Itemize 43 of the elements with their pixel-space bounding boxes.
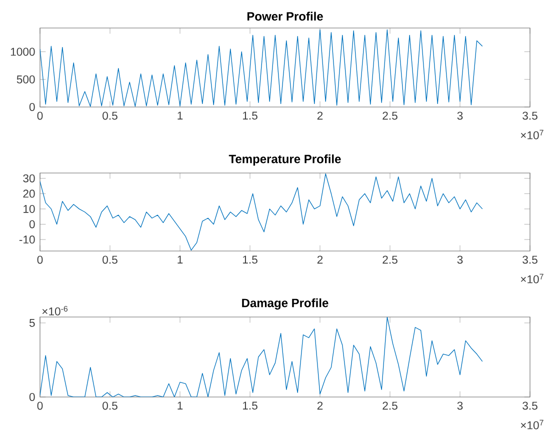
chart-title: Temperature Profile xyxy=(228,154,341,166)
chart-title: Power Profile xyxy=(247,12,323,21)
y-tick-label: 20 xyxy=(23,190,35,198)
x-tick-label: 0 xyxy=(37,256,43,264)
x-tick-label: 3.5 xyxy=(522,112,538,120)
x-tick-label: 0 xyxy=(37,112,43,120)
y-tick-label: 30 xyxy=(23,174,35,182)
x-tick-label: 2.5 xyxy=(382,402,398,410)
y-tick-label: 0 xyxy=(29,220,35,228)
line-series xyxy=(40,29,483,107)
x-tick-label: 1.5 xyxy=(242,402,258,410)
text: ×10$^{-6}$ xyxy=(42,306,68,316)
text: ×10$^{7}$ xyxy=(520,420,544,430)
text: ×10$^{7}$ xyxy=(520,130,544,140)
x-tick-label: 3 xyxy=(457,256,463,264)
x-tick-label: 1 xyxy=(178,112,183,120)
x-tick-label: 1.5 xyxy=(242,112,258,120)
x-tick-label: 1.5 xyxy=(242,256,258,264)
x-tick-label: 1 xyxy=(178,402,183,410)
y-tick-label: -10 xyxy=(19,236,35,244)
x-tick-label: 0.5 xyxy=(102,112,118,120)
y-tick-label: 500 xyxy=(16,75,35,84)
y-tick-label: 0 xyxy=(29,102,35,112)
x-tick-label: 3.5 xyxy=(522,402,538,410)
x-tick-label: 2 xyxy=(317,256,323,264)
x-tick-label: 2 xyxy=(317,402,323,410)
y-tick-label: 0 xyxy=(29,392,35,402)
x-tick-label: 3 xyxy=(457,112,463,120)
line-series xyxy=(40,173,483,251)
x-tick-label: 3.5 xyxy=(522,256,538,264)
x-tick-label: 2 xyxy=(317,112,323,120)
y-tick-label: 10 xyxy=(24,204,35,213)
x-tick-label: 0 xyxy=(37,402,43,410)
y-tick-label: 1000 xyxy=(10,48,35,56)
x-tick-label: 1 xyxy=(178,256,183,264)
x-tick-label: 3 xyxy=(457,402,463,410)
x-tick-label: 2.5 xyxy=(382,256,398,264)
chart-title: Damage Profile xyxy=(242,298,328,310)
x-tick-label: 0.5 xyxy=(102,256,118,264)
x-tick-label: 2.5 xyxy=(382,112,398,120)
text: ×10$^{7}$ xyxy=(520,274,544,284)
y-tick-label: 5 xyxy=(29,318,35,327)
x-tick-label: 0.5 xyxy=(102,402,118,410)
